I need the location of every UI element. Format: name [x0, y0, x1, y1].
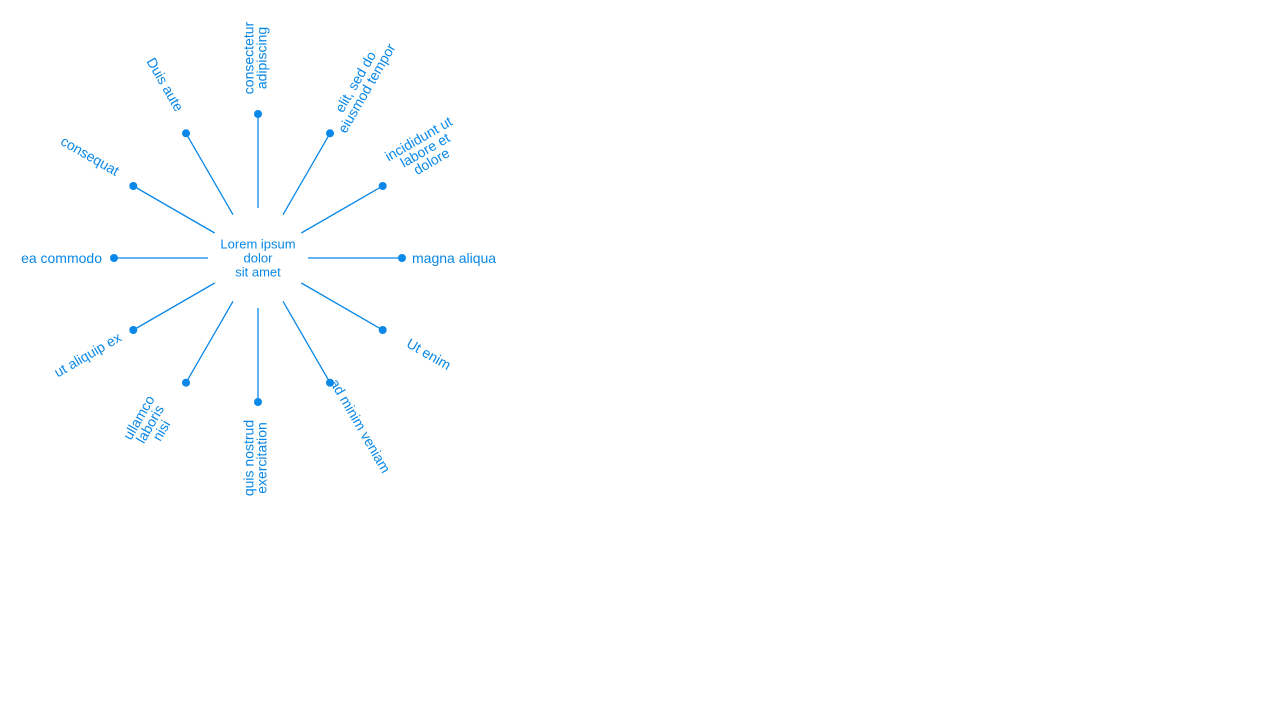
spoke-label: Duis aute	[144, 55, 188, 114]
spoke-label: consecteturadipiscing	[240, 21, 269, 94]
spoke-label-line: Ut enim	[404, 335, 454, 373]
spoke-label-line: exercitation	[253, 422, 269, 494]
spoke-line	[185, 132, 234, 216]
spoke-label-line: ad minim veniam	[327, 376, 394, 476]
spoke-label-line: consectetur	[240, 21, 256, 94]
spoke-label-line: ut aliquip ex	[51, 329, 124, 380]
spoke-nnw: Duis aute	[144, 55, 234, 216]
spoke-label: magna aliqua	[412, 250, 496, 266]
spoke-line	[300, 185, 384, 234]
spoke-end-dot	[182, 378, 190, 387]
spoke-line	[185, 300, 234, 384]
spoke-end-dot	[378, 182, 387, 190]
spoke-label: quis nostrudexercitation	[240, 420, 269, 496]
spoke-line	[282, 132, 331, 216]
spoke-end-dot	[254, 110, 262, 118]
spoke-s: quis nostrudexercitation	[240, 308, 269, 496]
spoke-label-line: quis nostrud	[240, 420, 256, 496]
spoke-label: Ut enim	[404, 335, 454, 373]
spoke-end-dot	[182, 129, 190, 138]
spoke-label: elit, sed doeiusmod tempor	[323, 34, 398, 136]
spoke-end-dot	[129, 326, 138, 334]
spoke-label: ea commodo	[21, 250, 102, 266]
spoke-label: ad minim veniam	[327, 376, 394, 476]
spoke-wsw: ut aliquip ex	[51, 282, 216, 380]
spoke-label: ut aliquip ex	[51, 329, 124, 380]
spoke-wnw: consequat	[58, 133, 216, 234]
spoke-end-dot	[254, 398, 262, 406]
spoke-label: consequat	[58, 133, 122, 179]
center-label-line: Lorem ipsum	[220, 237, 295, 252]
spoke-w: ea commodo	[21, 250, 208, 266]
spoke-label-line: consequat	[58, 133, 122, 179]
spoke-label-line: ea commodo	[21, 250, 102, 266]
spoke-label-line: magna aliqua	[412, 250, 496, 266]
spoke-line	[132, 185, 216, 234]
spoke-end-dot	[398, 254, 406, 262]
spoke-end-dot	[326, 129, 334, 138]
spoke-label-line: Duis aute	[144, 55, 188, 114]
spoke-line	[132, 282, 216, 331]
spoke-line	[300, 282, 384, 331]
spoke-label: incididunt utlabore etdolore	[382, 113, 468, 187]
spoke-label: ullamcolaborisnisi	[120, 392, 181, 455]
spoke-ssw: ullamcolaborisnisi	[120, 300, 234, 455]
spoke-e: magna aliqua	[308, 250, 496, 266]
spoke-ene: incididunt utlabore etdolore	[300, 113, 468, 234]
spoke-label-line: adipiscing	[253, 27, 269, 89]
center-label: Lorem ipsum dolor sit amet	[220, 237, 295, 280]
spoke-end-dot	[378, 326, 387, 334]
spoke-ese: Ut enim	[300, 282, 454, 373]
spoke-end-dot	[110, 254, 118, 262]
spoke-line	[282, 300, 331, 384]
spoke-end-dot	[129, 182, 138, 190]
center-label-line: dolor	[244, 251, 274, 266]
center-label-line: sit amet	[235, 265, 281, 280]
spoke-end-dot	[326, 378, 334, 387]
spoke-n: consecteturadipiscing	[240, 21, 269, 208]
